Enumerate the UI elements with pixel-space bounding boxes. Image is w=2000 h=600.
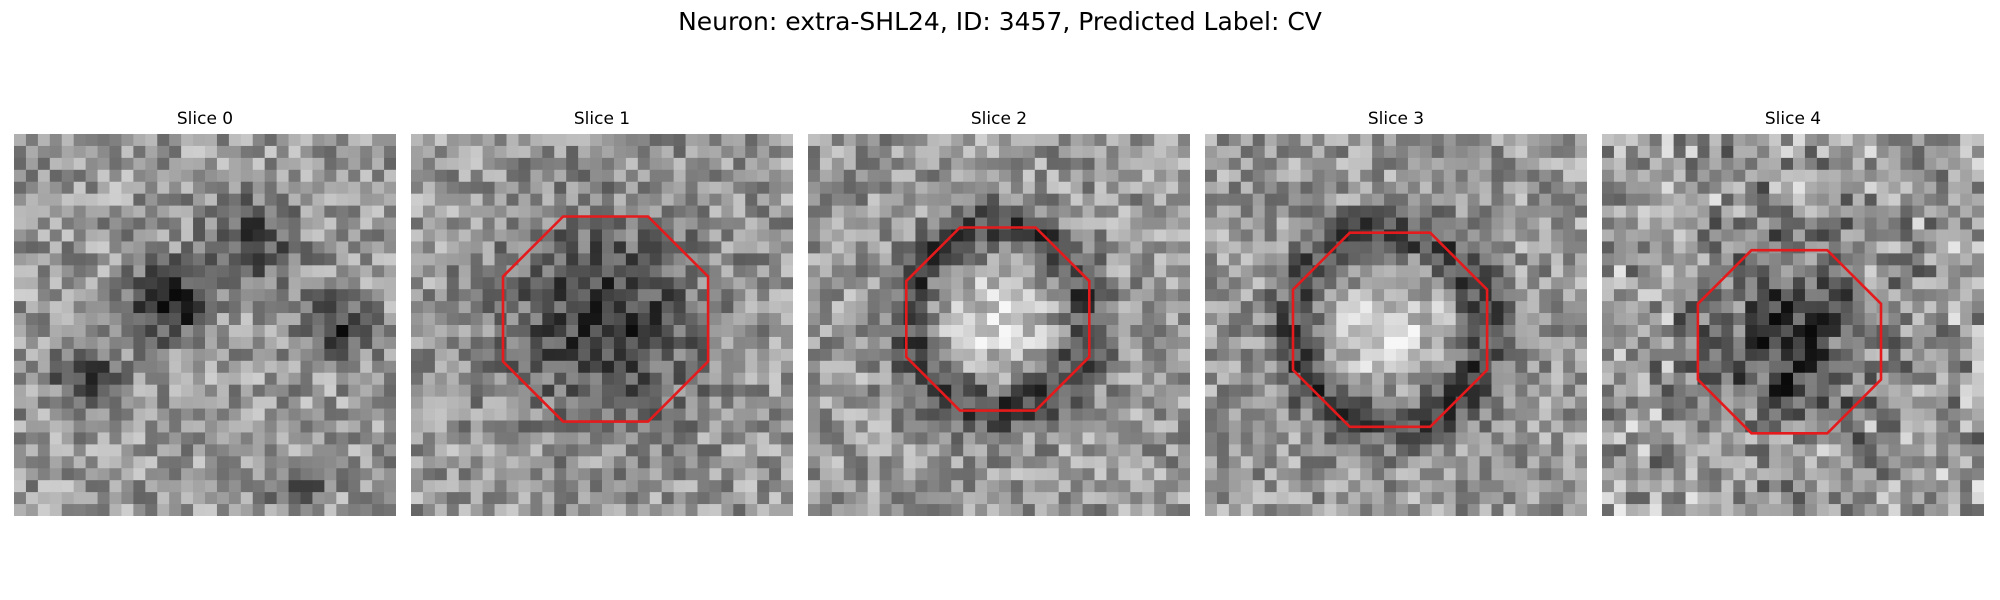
slice-panel-4: Slice 4 [1602,0,1984,560]
slice-image-1 [411,134,793,516]
roi-octagon-4 [1696,248,1883,435]
slice-title-0: Slice 0 [176,109,234,129]
slice-image-svg-0 [14,134,396,516]
slice-image-4 [1602,134,1984,516]
slice-image-svg-4 [1602,134,1984,516]
slice-title-3: Slice 3 [1367,109,1425,129]
figure-title: Neuron: extra-SHL24, ID: 3457, Predicted… [678,7,1322,36]
slice-panel-1: Slice 1 [411,0,793,560]
slice-panel-2: Slice 2 [808,0,1190,560]
slice-title-4: Slice 4 [1764,109,1822,129]
roi-octagon-2 [905,226,1091,412]
slice-title-1: Slice 1 [573,109,631,129]
slice-image-0 [14,134,396,516]
slice-image-svg-1 [411,134,793,516]
roi-octagon-1 [501,215,710,423]
slice-image-svg-3 [1205,134,1587,516]
slice-image-svg-2 [808,134,1190,516]
slice-title-2: Slice 2 [970,109,1028,129]
roi-octagon-3 [1291,231,1489,429]
slice-image-2 [808,134,1190,516]
slice-image-3 [1205,134,1587,516]
slice-panel-3: Slice 3 [1205,0,1587,560]
slice-panel-0: Slice 0 [14,0,396,560]
